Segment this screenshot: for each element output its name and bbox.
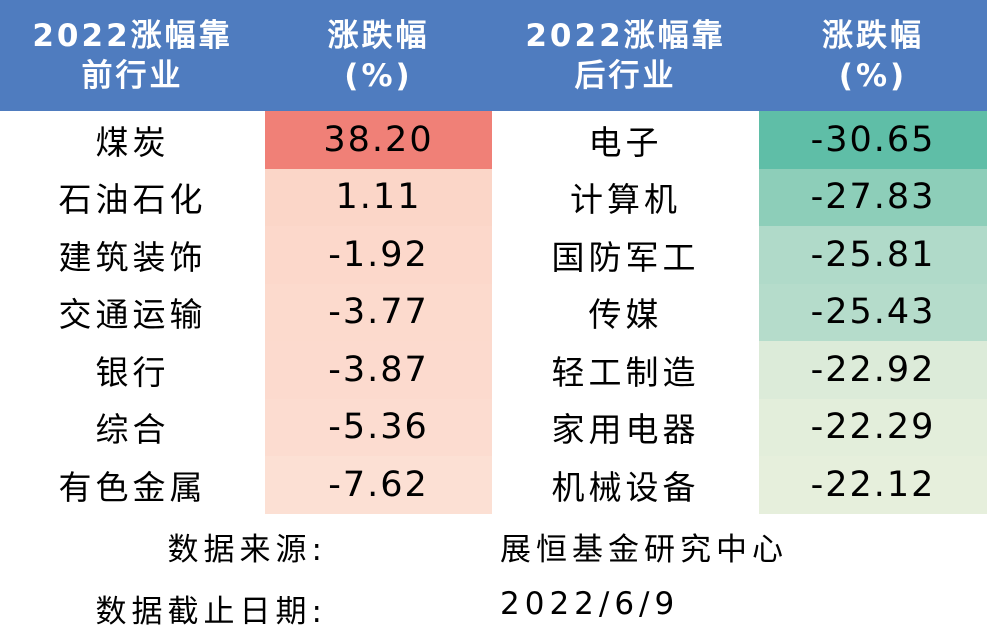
top-industry-cell: 有色金属 xyxy=(58,467,207,507)
header-bottom-industry-line2: 后行业 xyxy=(574,57,677,94)
header-bottom-industry: 2022涨幅靠 后行业 xyxy=(492,0,759,111)
top-industry-cell: 银行 xyxy=(95,352,170,392)
top-change-cell: 1.11 xyxy=(265,168,492,226)
header-bottom-change-line2: (%) xyxy=(838,57,908,94)
bottom-change-cell: -25.81 xyxy=(759,226,987,284)
bottom-industry-cell: 计算机 xyxy=(570,180,681,220)
top-change-cell: -3.87 xyxy=(265,341,492,399)
bottom-industry-cell: 电子 xyxy=(588,122,663,162)
bottom-industry-cell: 轻工制造 xyxy=(551,352,700,392)
header-top-industry: 2022涨幅靠 前行业 xyxy=(0,0,265,111)
bottom-industry-cell: 国防军工 xyxy=(551,237,700,277)
header-bottom-industry-line1: 2022涨幅靠 xyxy=(525,17,726,54)
data-source-value: 展恒基金研究中心 xyxy=(500,532,788,568)
data-date-line: 数据截止日期: 2022/6/9 xyxy=(0,578,987,634)
bottom-change-cell: -22.92 xyxy=(759,341,987,399)
data-source-line: 数据来源: 展恒基金研究中心 xyxy=(0,516,987,572)
header-top-industry-line2: 前行业 xyxy=(81,57,184,94)
header-top-change: 涨跌幅 (%) xyxy=(265,0,492,111)
table-row: 银行 -3.87 轻工制造 -22.92 xyxy=(0,341,987,399)
table-row: 有色金属 -7.62 机械设备 -22.12 xyxy=(0,456,987,514)
bottom-change-cell: -25.43 xyxy=(759,283,987,341)
table-row: 建筑装饰 -1.92 国防军工 -25.81 xyxy=(0,226,987,284)
table-row: 石油石化 1.11 计算机 -27.83 xyxy=(0,168,987,226)
top-industry-cell: 石油石化 xyxy=(58,180,207,220)
top-change-cell: -5.36 xyxy=(265,398,492,456)
data-date-value: 2022/6/9 xyxy=(500,586,680,622)
header-top-change-line1: 涨跌幅 xyxy=(327,17,430,54)
header-bottom-change: 涨跌幅 (%) xyxy=(759,0,987,111)
top-change-cell: 38.20 xyxy=(265,111,492,169)
top-change-cell: -3.77 xyxy=(265,283,492,341)
top-change-cell: -7.62 xyxy=(265,456,492,514)
bottom-change-cell: -22.12 xyxy=(759,456,987,514)
industry-performance-table: 2022涨幅靠 前行业 涨跌幅 (%) 2022涨幅靠 后行业 涨跌幅 (%) … xyxy=(0,0,987,514)
top-industry-cell: 建筑装饰 xyxy=(58,237,207,277)
table-row: 交通运输 -3.77 传媒 -25.43 xyxy=(0,283,987,341)
bottom-industry-cell: 家用电器 xyxy=(551,410,700,450)
table-row: 煤炭 38.20 电子 -30.65 xyxy=(0,111,987,169)
table-body: 煤炭 38.20 电子 -30.65 石油石化 1.11 计算机 -27.83 … xyxy=(0,111,987,514)
top-industry-cell: 综合 xyxy=(95,410,170,450)
top-industry-cell: 煤炭 xyxy=(95,122,170,162)
bottom-change-cell: -22.29 xyxy=(759,398,987,456)
header-top-industry-line1: 2022涨幅靠 xyxy=(32,17,233,54)
bottom-change-cell: -30.65 xyxy=(759,111,987,169)
table-footer: 数据来源: 展恒基金研究中心 数据截止日期: 2022/6/9 xyxy=(0,516,987,643)
bottom-change-cell: -27.83 xyxy=(759,168,987,226)
table-row: 综合 -5.36 家用电器 -22.29 xyxy=(0,398,987,456)
table-header: 2022涨幅靠 前行业 涨跌幅 (%) 2022涨幅靠 后行业 涨跌幅 (%) xyxy=(0,0,987,111)
top-industry-cell: 交通运输 xyxy=(58,295,207,335)
top-change-cell: -1.92 xyxy=(265,226,492,284)
bottom-industry-cell: 传媒 xyxy=(588,295,663,335)
data-date-label: 数据截止日期: xyxy=(95,594,327,630)
data-source-label: 数据来源: xyxy=(167,532,327,568)
header-bottom-change-line1: 涨跌幅 xyxy=(822,17,924,54)
header-top-change-line2: (%) xyxy=(344,57,413,94)
bottom-industry-cell: 机械设备 xyxy=(551,467,700,507)
